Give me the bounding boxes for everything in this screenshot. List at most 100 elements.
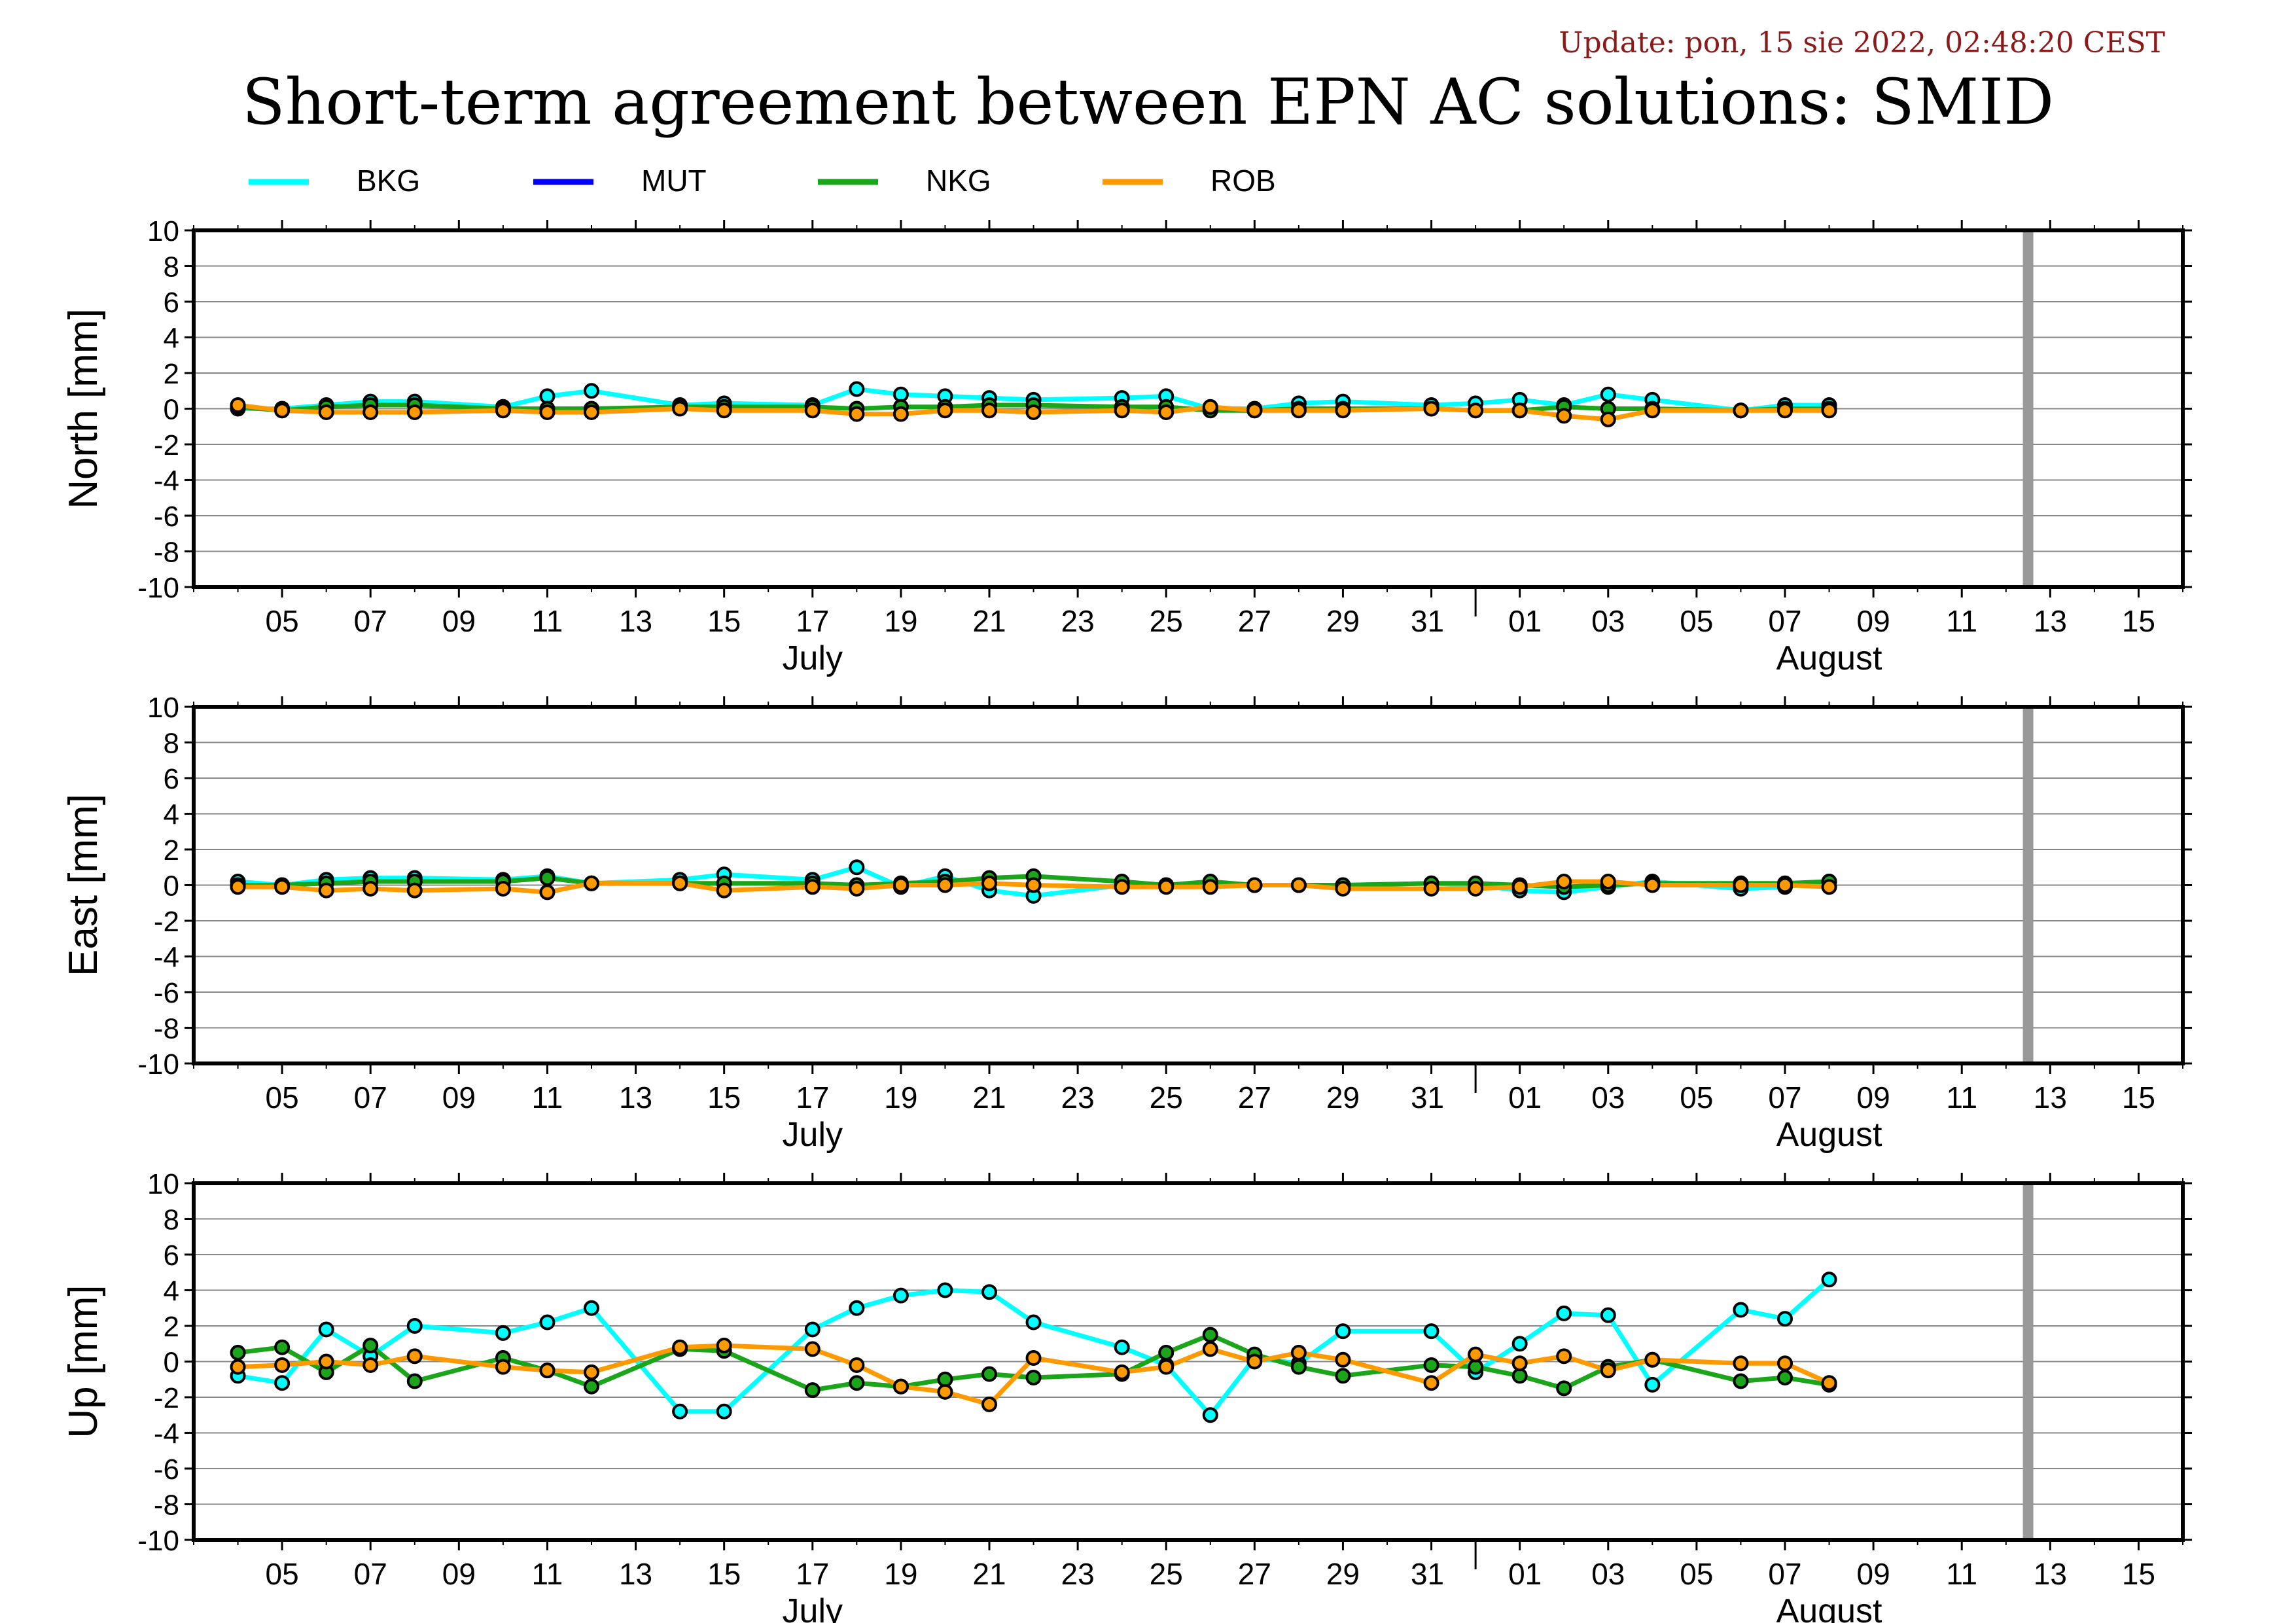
- x-tick-label: 13: [2034, 1080, 2067, 1115]
- data-point-rob: [1290, 402, 1307, 419]
- data-point-bkg: [672, 1403, 688, 1419]
- data-point-bkg: [406, 1318, 423, 1334]
- x-tick-label: 11: [532, 604, 563, 638]
- data-point-rob: [716, 1337, 732, 1353]
- data-point-rob: [495, 1359, 511, 1375]
- x-tick-label: 07: [354, 604, 387, 638]
- data-point-bkg: [539, 1314, 556, 1330]
- y-tick-label: -6: [154, 501, 179, 533]
- data-point-bkg: [1777, 1311, 1793, 1327]
- data-point-rob: [1114, 402, 1130, 419]
- data-point-rob: [1114, 879, 1130, 895]
- data-point-bkg: [892, 386, 909, 402]
- x-tick-label: 15: [2122, 1080, 2155, 1115]
- data-point-rob: [1202, 1341, 1218, 1357]
- x-tick-label: 01: [1508, 1080, 1542, 1115]
- x-tick-label: 09: [442, 1557, 476, 1591]
- month-label: August: [1776, 1116, 1882, 1154]
- x-tick-label: 11: [1946, 1080, 1977, 1115]
- y-tick-label: 0: [164, 870, 179, 902]
- data-point-rob: [318, 882, 334, 899]
- y-tick-label: -4: [154, 1418, 179, 1450]
- data-point-rob: [804, 879, 821, 895]
- data-point-bkg: [1423, 1323, 1439, 1340]
- x-tick-label: 09: [442, 604, 476, 638]
- data-point-rob: [1821, 879, 1837, 895]
- data-point-rob: [804, 1341, 821, 1357]
- data-point-nkg: [1556, 1380, 1572, 1397]
- y-tick-label: 8: [164, 728, 179, 760]
- data-point-rob: [937, 877, 953, 893]
- data-point-rob: [274, 402, 291, 419]
- legend-label-mut: MUT: [641, 164, 707, 198]
- data-point-rob: [1511, 402, 1528, 419]
- data-point-rob: [1644, 877, 1661, 893]
- x-tick-label: 31: [1411, 604, 1444, 638]
- gap-marker: [2022, 707, 2034, 1063]
- data-point-bkg: [849, 381, 865, 397]
- data-point-rob: [1644, 402, 1661, 419]
- data-point-rob: [318, 404, 334, 420]
- data-point-nkg: [1777, 1370, 1793, 1386]
- data-point-nkg: [362, 1337, 379, 1353]
- y-tick-label: 4: [164, 799, 179, 831]
- data-point-bkg: [1556, 1305, 1572, 1321]
- x-tick-label: 17: [796, 604, 829, 638]
- data-point-bkg: [539, 388, 556, 404]
- x-tick-label: 29: [1326, 604, 1360, 638]
- data-point-rob: [1335, 880, 1351, 897]
- chart-title: Short-term agreement between EPN AC solu…: [241, 65, 2055, 139]
- data-point-rob: [1246, 1353, 1263, 1370]
- data-point-bkg: [716, 1403, 732, 1419]
- x-tick-label: 15: [707, 1557, 741, 1591]
- x-tick-label: 05: [266, 604, 299, 638]
- plot-frame: [192, 228, 2185, 589]
- data-point-rob: [362, 1357, 379, 1373]
- x-tick-label: 29: [1326, 1080, 1360, 1115]
- data-point-rob: [584, 1364, 599, 1380]
- x-tick-label: 15: [707, 1080, 741, 1115]
- data-point-rob: [1644, 1351, 1661, 1368]
- data-point-rob: [584, 875, 599, 891]
- data-point-nkg: [1733, 1373, 1749, 1389]
- y-axis-label: East [mm]: [61, 794, 106, 976]
- data-point-rob: [892, 406, 909, 422]
- data-point-rob: [362, 880, 379, 897]
- y-tick-label: 2: [164, 358, 179, 390]
- data-point-rob: [1423, 1375, 1439, 1391]
- x-tick-label: 07: [354, 1080, 387, 1115]
- data-point-bkg: [804, 1321, 821, 1338]
- y-tick-label: 6: [164, 763, 179, 795]
- x-tick-label: 27: [1238, 604, 1271, 638]
- data-point-rob: [1423, 401, 1439, 417]
- data-point-rob: [1202, 879, 1218, 895]
- data-point-rob: [1733, 877, 1749, 893]
- month-label: July: [783, 1116, 843, 1154]
- data-point-rob: [1335, 1351, 1351, 1368]
- x-tick-label: 15: [707, 604, 741, 638]
- data-point-rob: [1600, 411, 1616, 427]
- x-tick-label: 05: [266, 1080, 299, 1115]
- data-point-rob: [1246, 402, 1263, 419]
- x-tick-label: 19: [884, 1557, 917, 1591]
- x-tick-label: 11: [1946, 604, 1977, 638]
- data-point-rob: [892, 1378, 909, 1395]
- data-point-rob: [1158, 404, 1174, 420]
- x-tick-label: 23: [1061, 1080, 1095, 1115]
- data-point-bkg: [1025, 1314, 1042, 1330]
- data-point-rob: [1290, 1344, 1307, 1361]
- data-point-bkg: [1733, 1302, 1749, 1318]
- y-tick-label: 4: [164, 323, 179, 355]
- x-tick-label: 03: [1591, 604, 1625, 638]
- x-tick-label: 07: [1768, 1557, 1801, 1591]
- y-tick-label: -10: [137, 572, 179, 604]
- data-point-rob: [937, 1383, 953, 1400]
- data-point-rob: [539, 1363, 556, 1379]
- x-tick-label: 09: [1857, 604, 1890, 638]
- data-point-nkg: [1468, 1359, 1484, 1375]
- month-label: July: [783, 639, 843, 677]
- data-point-rob: [892, 877, 909, 893]
- data-point-rob: [230, 1359, 246, 1375]
- legend-label-nkg: NKG: [926, 164, 991, 198]
